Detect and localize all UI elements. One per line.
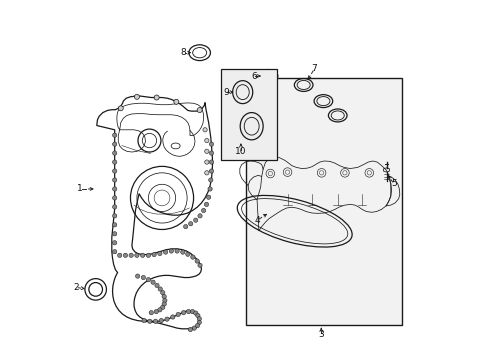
Circle shape — [201, 208, 205, 213]
Circle shape — [112, 142, 117, 146]
Circle shape — [142, 319, 146, 323]
Circle shape — [112, 169, 117, 173]
Circle shape — [198, 214, 202, 218]
Circle shape — [140, 253, 144, 257]
Circle shape — [204, 149, 208, 153]
Text: 2: 2 — [74, 283, 80, 292]
Circle shape — [112, 214, 117, 218]
Circle shape — [117, 253, 122, 257]
Circle shape — [193, 218, 198, 222]
Circle shape — [185, 252, 190, 256]
Circle shape — [207, 187, 212, 191]
Circle shape — [183, 225, 187, 229]
Circle shape — [155, 283, 159, 288]
Circle shape — [112, 178, 117, 182]
Circle shape — [129, 253, 133, 257]
Circle shape — [163, 298, 167, 303]
Circle shape — [180, 250, 184, 254]
Circle shape — [152, 252, 156, 257]
Circle shape — [204, 202, 208, 207]
Circle shape — [208, 178, 212, 182]
Circle shape — [174, 99, 179, 104]
Circle shape — [197, 317, 201, 321]
Circle shape — [209, 160, 213, 164]
Circle shape — [204, 138, 208, 143]
Circle shape — [112, 196, 117, 200]
Circle shape — [146, 278, 150, 282]
Circle shape — [186, 310, 190, 314]
Circle shape — [151, 280, 155, 284]
Circle shape — [112, 223, 117, 227]
Circle shape — [193, 311, 198, 315]
Text: 4: 4 — [254, 216, 260, 225]
Circle shape — [188, 327, 192, 332]
Circle shape — [112, 205, 117, 209]
Circle shape — [176, 312, 180, 317]
Circle shape — [197, 108, 202, 113]
Text: 8: 8 — [180, 48, 186, 57]
Text: 10: 10 — [235, 147, 246, 156]
Circle shape — [158, 308, 162, 312]
Circle shape — [204, 160, 208, 164]
Circle shape — [162, 294, 166, 299]
Circle shape — [163, 250, 167, 254]
Circle shape — [195, 314, 200, 318]
Circle shape — [209, 151, 213, 155]
Text: 9: 9 — [223, 87, 228, 96]
Circle shape — [146, 253, 150, 257]
Circle shape — [175, 249, 179, 253]
Circle shape — [154, 310, 158, 314]
Circle shape — [112, 231, 117, 236]
Circle shape — [206, 195, 210, 199]
Circle shape — [112, 249, 117, 254]
Circle shape — [197, 320, 201, 324]
Circle shape — [204, 171, 208, 175]
Circle shape — [112, 187, 117, 191]
Circle shape — [135, 253, 139, 257]
Text: 7: 7 — [311, 64, 317, 73]
Circle shape — [181, 311, 185, 315]
Circle shape — [188, 222, 192, 226]
Circle shape — [112, 151, 117, 155]
Circle shape — [162, 302, 166, 306]
Circle shape — [154, 95, 159, 100]
Circle shape — [118, 106, 123, 111]
Circle shape — [158, 287, 162, 291]
Circle shape — [134, 94, 139, 99]
Circle shape — [160, 305, 164, 310]
Text: 5: 5 — [390, 179, 396, 188]
Circle shape — [135, 274, 140, 278]
Circle shape — [141, 275, 145, 280]
Circle shape — [123, 253, 127, 257]
Circle shape — [164, 317, 169, 321]
Circle shape — [153, 319, 158, 323]
Circle shape — [149, 311, 153, 315]
Circle shape — [112, 133, 117, 137]
Circle shape — [158, 251, 162, 256]
Circle shape — [159, 319, 163, 323]
Circle shape — [147, 319, 152, 323]
Circle shape — [198, 263, 202, 267]
Circle shape — [170, 315, 175, 319]
Circle shape — [160, 291, 164, 295]
Bar — [246, 78, 402, 325]
Circle shape — [209, 142, 213, 146]
Circle shape — [195, 259, 199, 263]
Circle shape — [190, 310, 194, 314]
Circle shape — [203, 128, 207, 132]
Text: 1: 1 — [77, 184, 82, 193]
Circle shape — [190, 255, 195, 259]
Text: 6: 6 — [251, 72, 257, 81]
Circle shape — [195, 323, 199, 328]
Circle shape — [169, 249, 173, 253]
Circle shape — [112, 240, 117, 245]
Circle shape — [209, 169, 213, 173]
Circle shape — [112, 160, 117, 164]
Circle shape — [192, 326, 196, 330]
Bar — [221, 69, 276, 160]
Text: 3: 3 — [318, 330, 324, 339]
